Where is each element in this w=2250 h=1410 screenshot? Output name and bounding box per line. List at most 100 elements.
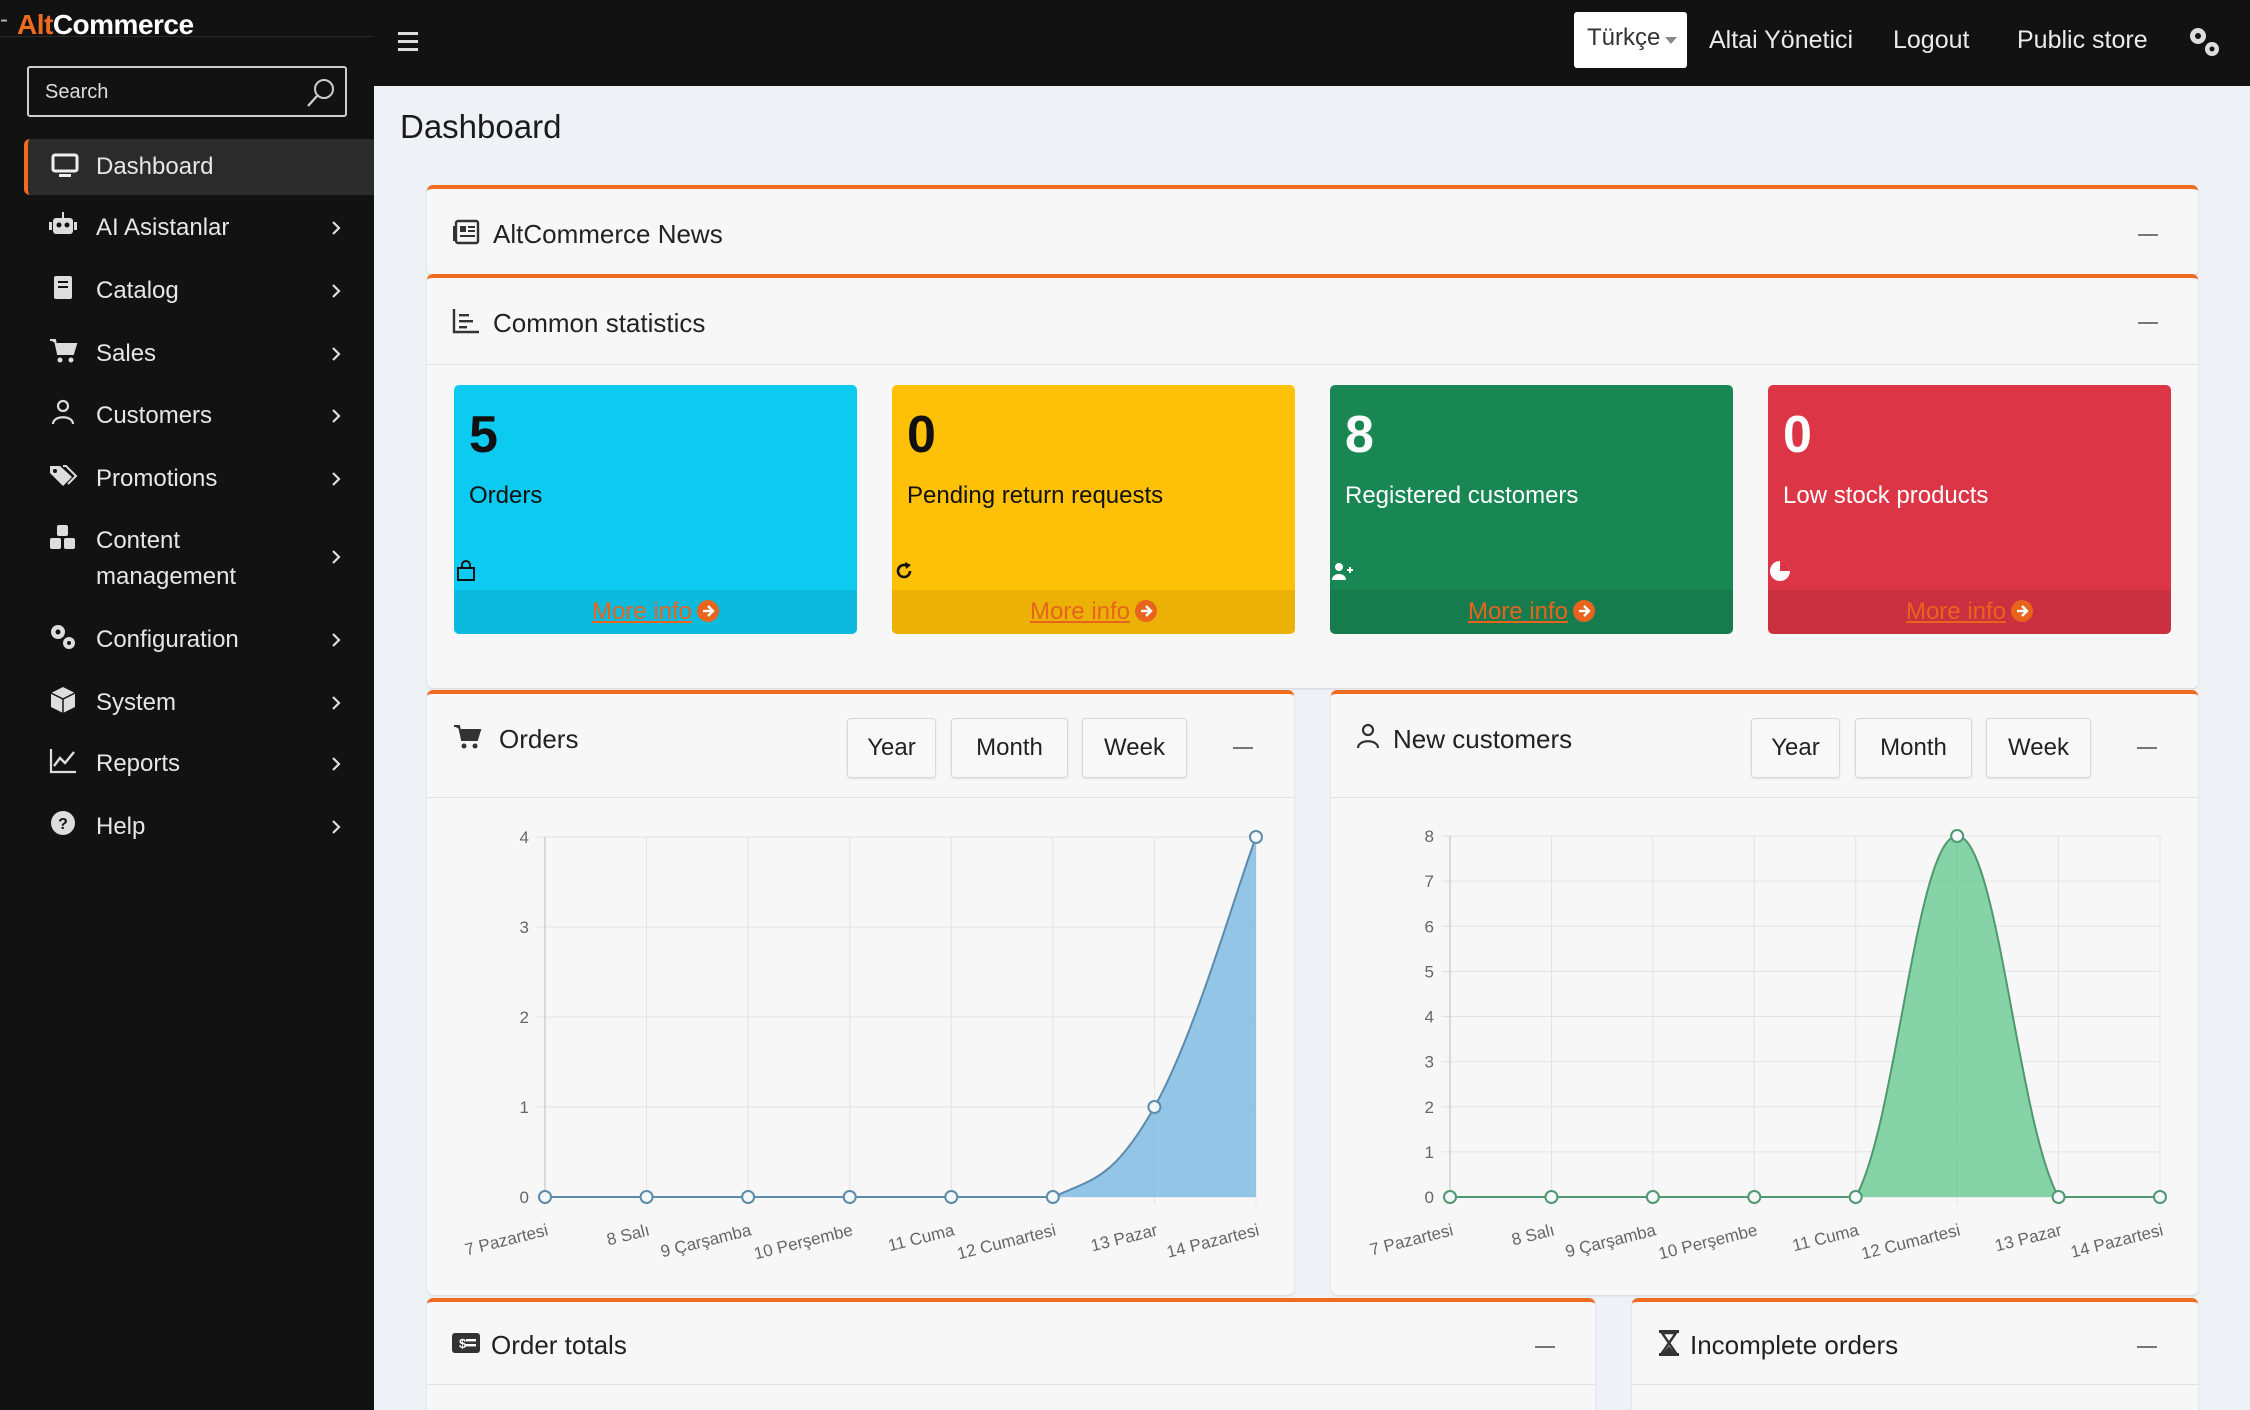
sidebar-item-label: Help [96, 813, 146, 840]
sidebar-item-ai-asistanlar[interactable]: AI Asistanlar [24, 210, 374, 250]
collapse-dash-icon[interactable]: - [0, 6, 8, 33]
y-tick-label: 8 [1425, 827, 1434, 846]
collapse-orders-chart-icon[interactable] [1233, 747, 1253, 749]
chevron-right-icon [332, 409, 341, 423]
x-tick-label: 9 Çarşamba [659, 1220, 754, 1261]
chevron-right-icon [332, 347, 341, 361]
data-point[interactable] [842, 1190, 857, 1204]
sidebar-item-label: Configuration [96, 626, 239, 653]
y-tick-label: 0 [520, 1188, 529, 1207]
data-point[interactable] [1544, 1190, 1559, 1204]
incomplete-orders-title: Incomplete orders [1690, 1330, 1899, 1360]
sidebar-item-content-management[interactable]: Content management [24, 523, 374, 599]
logout-link[interactable]: Logout [1893, 26, 1970, 54]
sidebar-item-reports[interactable]: Reports [24, 746, 374, 786]
orders-year-button[interactable]: Year [847, 718, 936, 778]
search-input[interactable] [45, 78, 295, 106]
search-icon[interactable] [305, 77, 337, 109]
collapse-news-icon[interactable] [2138, 234, 2158, 236]
sidebar-item-label: Content [96, 527, 181, 554]
more-info-link[interactable]: More info [1467, 598, 1569, 625]
sidebar-item-configuration[interactable]: Configuration [24, 622, 374, 662]
brand-logo[interactable]: AltCommerce [17, 9, 194, 40]
user-name-link[interactable]: Altai Yönetici [1709, 26, 1854, 54]
data-point[interactable] [2051, 1190, 2066, 1204]
chevron-right-icon [332, 284, 341, 298]
chevron-right-icon [332, 472, 341, 486]
series-line [545, 836, 1257, 1198]
arrow-circle-right-icon[interactable] [697, 600, 720, 622]
collapse-statistics-icon[interactable] [2138, 322, 2158, 324]
language-selected-value: Türkçe [1587, 24, 1661, 51]
customers-week-button[interactable]: Week [1986, 718, 2091, 778]
user-plus-icon [1332, 563, 1353, 580]
collapse-customers-chart-icon[interactable] [2137, 747, 2157, 749]
robot-icon [49, 212, 77, 234]
y-tick-label: 3 [520, 918, 529, 937]
y-tick-label: 3 [1425, 1053, 1434, 1072]
chevron-right-icon [332, 221, 341, 235]
data-point[interactable] [1249, 830, 1263, 844]
caret-down-icon [1665, 37, 1677, 44]
sidebar-item-customers[interactable]: Customers [24, 398, 374, 438]
order-totals-title: Order totals [491, 1330, 627, 1360]
x-tick-label: 13 Pazar [1993, 1220, 2064, 1255]
data-point[interactable] [741, 1190, 756, 1204]
stat-registered-customers: 8 Registered customers More info [1330, 385, 1733, 634]
sidebar-item-dashboard[interactable]: Dashboard [24, 139, 374, 195]
more-info-link[interactable]: More info [591, 598, 693, 625]
customers-chart-title: New customers [1393, 724, 1573, 754]
orders-week-button[interactable]: Week [1082, 718, 1187, 778]
stat-low-stock: 0 Low stock products More info [1768, 385, 2171, 634]
sidebar-item-sales[interactable]: Sales [24, 336, 374, 376]
chevron-right-icon [332, 757, 341, 771]
sidebar-item-label: Sales [96, 340, 157, 367]
settings-gears-icon[interactable] [2186, 24, 2222, 60]
sidebar-item-help[interactable]: ? Help [24, 809, 374, 849]
hamburger-menu-icon[interactable] [398, 30, 422, 52]
data-point[interactable] [1950, 829, 1965, 843]
tags-icon [50, 465, 78, 486]
x-tick-label: 7 Pazartesi [463, 1220, 550, 1259]
x-tick-label: 8 Salı [605, 1220, 652, 1249]
sidebar-item-promotions[interactable]: Promotions [24, 461, 374, 501]
line-chart-icon [49, 749, 76, 774]
data-point[interactable] [1848, 1190, 1863, 1204]
stat-low-stock-value: 0 [1783, 406, 1812, 464]
data-point[interactable] [1443, 1190, 1457, 1204]
data-point[interactable] [1747, 1190, 1762, 1204]
arrow-circle-right-icon[interactable] [2011, 600, 2034, 622]
data-point[interactable] [538, 1190, 552, 1204]
gears-icon [51, 625, 75, 649]
x-tick-label: 12 Cumartesi [1859, 1220, 1962, 1263]
customers-year-button[interactable]: Year [1751, 718, 1840, 778]
cubes-icon [50, 525, 75, 549]
customers-month-button[interactable]: Month [1855, 718, 1972, 778]
sidebar-item-system[interactable]: System [24, 685, 374, 725]
arrow-circle-right-icon[interactable] [1573, 600, 1596, 622]
collapse-incomplete-orders-icon[interactable] [2137, 1346, 2157, 1348]
stat-registered-customers-label: Registered customers [1345, 482, 1579, 509]
data-point[interactable] [1147, 1100, 1162, 1114]
sidebar-item-catalog[interactable]: Catalog [24, 273, 374, 313]
x-tick-label: 9 Çarşamba [1563, 1220, 1658, 1261]
orders-month-button[interactable]: Month [951, 718, 1068, 778]
data-point[interactable] [1045, 1190, 1060, 1204]
data-point[interactable] [944, 1190, 959, 1204]
public-store-link[interactable]: Public store [2017, 26, 2148, 54]
y-tick-label: 0 [1425, 1188, 1434, 1207]
sidebar-item-label: Catalog [96, 277, 179, 304]
data-point[interactable] [2153, 1190, 2167, 1204]
sidebar-item-label: Reports [96, 750, 181, 777]
x-tick-label: 11 Cuma [1790, 1220, 1861, 1255]
more-info-link[interactable]: More info [1029, 598, 1131, 625]
language-select[interactable]: Türkçe [1574, 12, 1687, 68]
x-tick-label: 14 Pazartesi [2069, 1220, 2165, 1261]
collapse-order-totals-icon[interactable] [1535, 1346, 1555, 1348]
arrow-circle-right-icon[interactable] [1135, 600, 1158, 622]
series-area [545, 837, 1256, 1197]
more-info-link[interactable]: More info [1905, 598, 2007, 625]
y-tick-label: 7 [1425, 872, 1434, 891]
data-point[interactable] [639, 1190, 654, 1204]
data-point[interactable] [1645, 1190, 1660, 1204]
